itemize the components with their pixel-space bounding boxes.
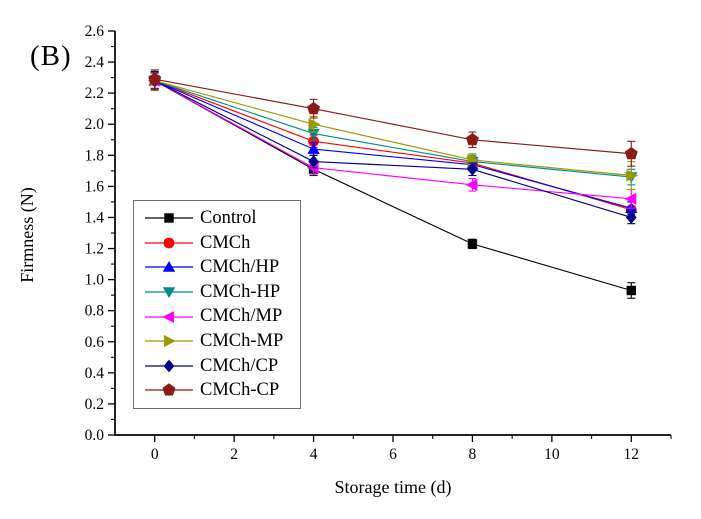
- circle-marker-icon: [145, 237, 193, 249]
- legend-marker: [164, 213, 174, 223]
- series-cmch-hp-line: [154, 80, 632, 209]
- series-cmch-mp-marker: [624, 192, 637, 205]
- y-tick-label: 0.4: [85, 365, 105, 382]
- series-cmch-cp-line: [154, 78, 632, 155]
- series-cmch-mp-marker: [308, 118, 321, 131]
- y-tick-label: 0.8: [85, 303, 105, 320]
- panel-label: (B): [30, 40, 72, 72]
- series-cmch-hp-line: [154, 80, 632, 178]
- legend-item-cmch-mp: CMCh-MP: [134, 329, 300, 354]
- legend-marker: [164, 335, 176, 348]
- x-tick-label: 0: [151, 446, 159, 463]
- y-tick-label: 0.6: [85, 334, 105, 351]
- legend-marker: [163, 359, 175, 373]
- legend-item-label: CMCh/CP: [200, 355, 279, 376]
- legend-item-label: Control: [200, 208, 257, 229]
- legend-marker: [162, 287, 176, 299]
- series-control-marker: [467, 239, 478, 249]
- series-cmch-cp-marker: [467, 162, 478, 176]
- legend-item-cmch-hp: CMCh/HP: [134, 255, 300, 280]
- square-marker-icon: [145, 213, 193, 223]
- series-cmch-mp-line: [154, 80, 632, 200]
- legend-item-label: CMCh-MP: [200, 331, 284, 352]
- x-tick-label: 10: [544, 446, 560, 463]
- legend-item-label: CMCh-CP: [200, 380, 280, 401]
- y-tick-label: 2.6: [85, 23, 105, 40]
- x-tick-label: 4: [310, 446, 318, 463]
- legend-item-label: CMCh/MP: [200, 306, 283, 327]
- legend-marker: [162, 310, 174, 323]
- series-control-line: [154, 80, 632, 292]
- y-axis-title: Firmness (N): [17, 187, 37, 283]
- pentagon-marker-icon: [145, 383, 193, 396]
- legend-item-cmch: CMCh: [134, 231, 300, 256]
- y-tick-label: 2.4: [85, 54, 105, 71]
- y-tick-label: 1.4: [85, 209, 105, 226]
- series-cmch-cp-marker: [308, 155, 319, 168]
- x-axis-title: Storage time (d): [334, 477, 452, 497]
- y-tick-label: 2.0: [85, 116, 105, 133]
- y-tick-label: 0.2: [85, 396, 104, 413]
- y-tick-label: 1.0: [85, 272, 105, 289]
- x-tick-label: 6: [389, 446, 397, 463]
- diamond-marker-icon: [145, 359, 193, 373]
- series-cmch-cp-marker: [465, 132, 479, 146]
- series-cmch-marker: [308, 135, 319, 147]
- y-tick-label: 1.8: [85, 147, 105, 164]
- x-tick-label: 8: [469, 446, 477, 463]
- series-cmch-hp-marker: [307, 143, 320, 154]
- x-tick-label: 12: [624, 446, 640, 463]
- y-tick-label: 0.0: [85, 427, 105, 444]
- series-cmch-cp-marker: [307, 101, 321, 115]
- legend-item-label: CMCh-HP: [200, 281, 281, 302]
- legend-item-cmch-cp: CMCh/CP: [134, 354, 300, 379]
- triangle-up-marker-icon: [145, 261, 193, 273]
- series-cmch-cp-line: [154, 80, 632, 219]
- y-tick-label: 2.2: [85, 85, 104, 102]
- legend-item-label: CMCh: [200, 232, 251, 253]
- legend-item-control: Control: [134, 206, 300, 231]
- y-tick-label: 1.6: [85, 178, 105, 195]
- legend-marker: [163, 237, 175, 249]
- series-control-marker: [626, 285, 636, 296]
- legend-marker: [162, 261, 176, 273]
- series-cmch-mp-marker: [626, 169, 639, 182]
- x-tick-label: 2: [230, 446, 238, 463]
- y-tick-label: 1.2: [85, 241, 104, 258]
- triangle-left-marker-icon: [145, 310, 193, 323]
- series-cmch-cp-marker: [625, 211, 637, 224]
- series-cmch-mp-marker: [465, 178, 478, 191]
- legend-item-cmch-mp: CMCh/MP: [134, 304, 300, 329]
- legend: Control CMCh CMCh/HP CMCh-HP CMCh/MP CMCh-MP C…: [133, 200, 301, 409]
- triangle-down-marker-icon: [145, 287, 193, 299]
- legend-item-cmch-hp: CMCh-HP: [134, 280, 300, 305]
- legend-marker: [162, 383, 176, 396]
- series-cmch-cp-marker: [148, 72, 162, 85]
- legend-item-label: CMCh/HP: [200, 257, 280, 278]
- series-cmch-cp-marker: [624, 146, 638, 160]
- legend-item-cmch-cp: CMCh-CP: [134, 378, 300, 403]
- triangle-right-marker-icon: [145, 335, 193, 348]
- series-cmch-mp-line: [154, 80, 632, 177]
